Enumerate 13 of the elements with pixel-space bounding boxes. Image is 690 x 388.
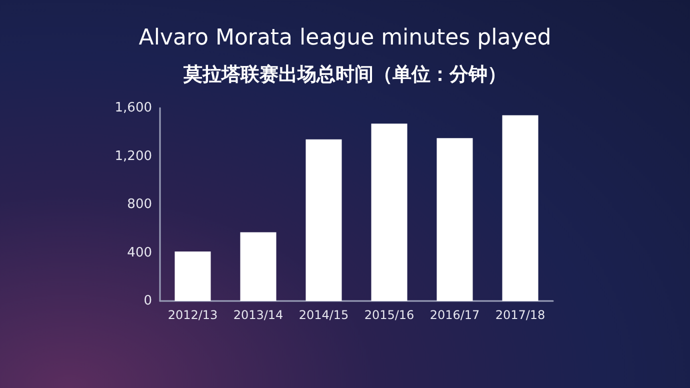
chart-subtitle: 莫拉塔联赛出场总时间（单位：分钟） (182, 64, 506, 86)
y-tick-label: 1,600 (114, 100, 152, 116)
x-tick-label: 2014/15 (298, 308, 349, 322)
y-tick-label: 800 (127, 197, 152, 212)
x-tick-label: 2017/18 (495, 308, 546, 322)
x-tick-label: 2015/16 (364, 308, 414, 322)
y-tick-label: 1,200 (114, 148, 152, 164)
x-tick-label: 2013/14 (233, 308, 284, 322)
y-tick-label: 400 (127, 245, 152, 260)
chart-title: Alvaro Morata league minutes played (138, 26, 552, 50)
y-tick-label: 0 (144, 294, 152, 308)
x-tick-label: 2016/17 (430, 308, 480, 322)
x-tick-label: 2012/13 (168, 308, 218, 322)
